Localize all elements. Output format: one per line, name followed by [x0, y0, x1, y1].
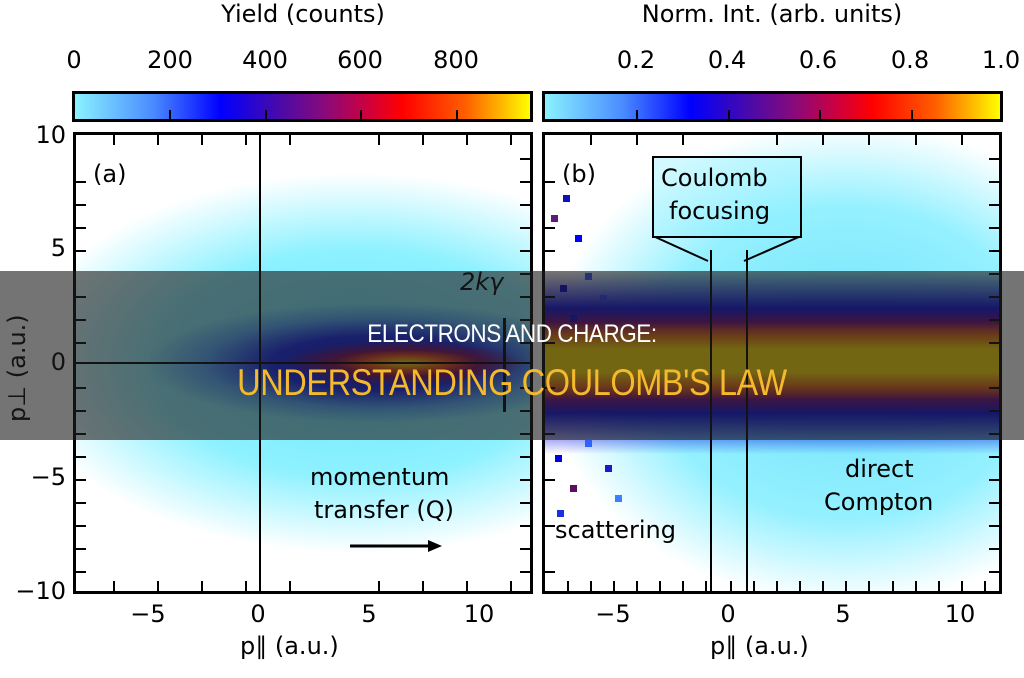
direct-label: direct [845, 455, 914, 483]
x-tick-a-5: 5 [361, 600, 377, 628]
coulomb-label-1: Coulomb [661, 164, 768, 192]
y-tick-10: 10 [35, 121, 66, 149]
x-tick-a-10: 10 [463, 600, 495, 628]
x-tick-b-10: 10 [944, 600, 976, 628]
banner-subtitle: ELECTRONS AND CHARGE: [367, 320, 657, 348]
momentum-transfer-label-1: momentum [310, 463, 450, 491]
momentum-arrow-icon [350, 538, 442, 552]
colorbar-a-tick-0: 0 [66, 46, 82, 74]
colorbar-a-tick-400: 400 [242, 46, 288, 74]
coulomb-focusing-callout-box [652, 156, 802, 238]
colorbar-b-tick-0.8: 0.8 [890, 46, 930, 74]
panel-b-label: (b) [562, 160, 596, 188]
y-tick-neg10: −10 [15, 577, 66, 605]
compton-label: Compton [824, 488, 934, 516]
momentum-transfer-label-2: transfer (Q) [314, 496, 455, 524]
colorbar-a-tick-800: 800 [433, 46, 479, 74]
y-tick-neg5: −5 [30, 463, 66, 491]
coulomb-focusing-callout-pointer [652, 235, 802, 262]
x-tick-a-0: 0 [250, 600, 266, 628]
x-tick-a-neg5: −5 [130, 600, 166, 628]
colorbar-b [542, 91, 1003, 122]
x-tick-b-neg5: −5 [595, 600, 631, 628]
colorbar-b-tick-0.6: 0.6 [798, 46, 838, 74]
x-axis-label-b: p∥ (a.u.) [710, 632, 809, 660]
x-axis-label-a: p∥ (a.u.) [240, 632, 339, 660]
colorbar-b-tick-1.0: 1.0 [981, 46, 1021, 74]
scattering-label: scattering [555, 516, 676, 544]
colorbar-a [72, 91, 533, 122]
colorbar-a-tick-600: 600 [337, 46, 383, 74]
colorbar-b-title: Norm. Int. (arb. units) [641, 0, 903, 28]
colorbar-b-tick-0.2: 0.2 [616, 46, 656, 74]
title-banner [0, 271, 1024, 440]
y-tick-5: 5 [50, 234, 66, 262]
colorbar-a-tick-200: 200 [147, 46, 193, 74]
banner-title: UNDERSTANDING COULOMB'S LAW [237, 362, 787, 403]
colorbar-b-tick-0.4: 0.4 [707, 46, 747, 74]
colorbar-a-title: Yield (counts) [221, 0, 385, 28]
coulomb-label-2: focusing [669, 197, 771, 225]
x-tick-b-0: 0 [720, 600, 736, 628]
x-tick-b-5: 5 [835, 600, 851, 628]
panel-a-label: (a) [93, 160, 127, 188]
